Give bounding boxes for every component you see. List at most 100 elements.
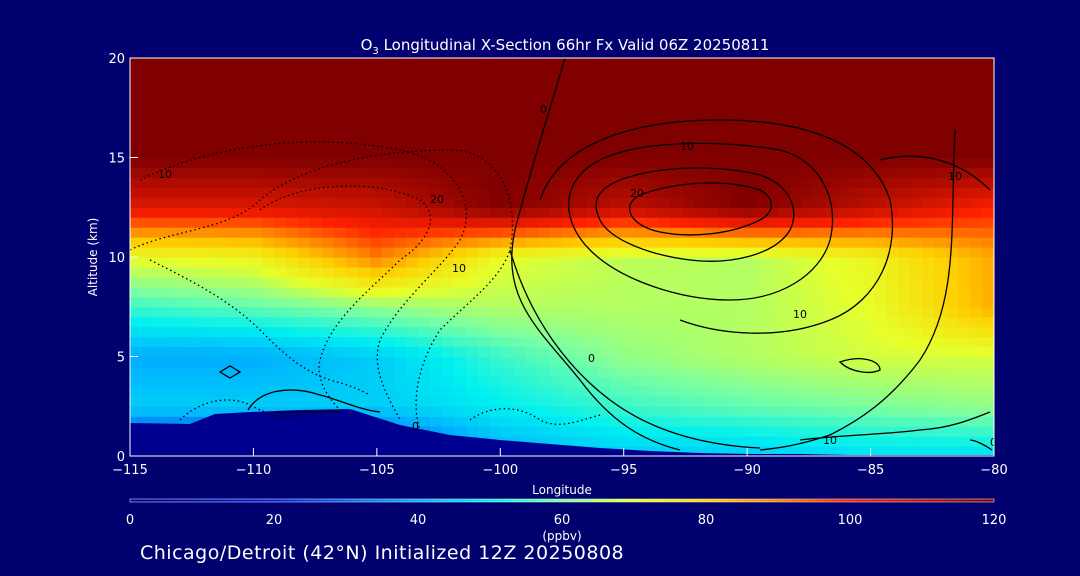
heatmap-cell (742, 197, 755, 208)
heatmap-cell (982, 227, 994, 238)
heatmap-cell (538, 326, 551, 338)
contour-solid-8 (759, 129, 956, 451)
heatmap-cell (862, 187, 875, 198)
heatmap-cell (274, 167, 287, 178)
heatmap-cell (478, 127, 491, 139)
heatmap-cell (814, 356, 827, 368)
heatmap-cell (454, 266, 467, 278)
heatmap-cell (286, 197, 299, 208)
heatmap-cell (406, 127, 419, 139)
heatmap-cell (766, 67, 779, 79)
heatmap-cell (790, 247, 803, 258)
heatmap-cell (286, 58, 299, 69)
heatmap-cell (934, 77, 947, 89)
heatmap-cell (238, 177, 251, 188)
heatmap-cell (874, 426, 887, 437)
heatmap-cell (574, 67, 587, 79)
heatmap-cell (814, 326, 827, 338)
heatmap-cell (886, 366, 899, 377)
heatmap-cell (178, 97, 191, 109)
heatmap-cell (862, 197, 875, 208)
heatmap-cell (466, 107, 479, 119)
heatmap-cell (934, 187, 947, 198)
heatmap-cell (610, 396, 623, 407)
heatmap-cell (478, 77, 491, 89)
heatmap-cell (910, 336, 923, 348)
heatmap-cell (178, 137, 191, 149)
heatmap-cell (262, 217, 275, 228)
heatmap-cell (262, 356, 275, 368)
heatmap-cell (310, 117, 323, 129)
heatmap-cell (514, 356, 527, 368)
heatmap-cell (274, 266, 287, 278)
heatmap-cell (298, 127, 311, 139)
heatmap-cell (682, 316, 695, 328)
heatmap-cell (514, 207, 527, 218)
heatmap-cell (982, 396, 994, 407)
heatmap-cell (274, 187, 287, 198)
heatmap-cell (790, 237, 803, 248)
heatmap-cell (718, 336, 731, 348)
heatmap-cell (622, 207, 635, 218)
heatmap-cell (478, 406, 491, 417)
heatmap-cell (814, 177, 827, 188)
heatmap-cell (226, 326, 239, 338)
heatmap-cell (670, 376, 683, 387)
heatmap-cell (430, 217, 443, 228)
heatmap-cell (922, 237, 935, 248)
heatmap-cell (430, 127, 443, 139)
heatmap-cell (754, 306, 767, 318)
heatmap-cell (430, 346, 443, 358)
heatmap-cell (346, 266, 359, 278)
heatmap-cell (910, 227, 923, 238)
heatmap-cell (322, 137, 335, 149)
heatmap-cell (706, 406, 719, 417)
heatmap-cell (778, 147, 791, 159)
heatmap-cell (334, 376, 347, 387)
heatmap-cell (730, 266, 743, 278)
heatmap-cell (394, 227, 407, 238)
heatmap-cell (970, 107, 983, 119)
heatmap-cell (874, 386, 887, 397)
heatmap-cell (754, 237, 767, 248)
heatmap-cell (130, 207, 143, 218)
heatmap-cell (646, 77, 659, 89)
heatmap-cell (274, 157, 287, 169)
heatmap-cell (922, 58, 935, 69)
heatmap-cell (874, 396, 887, 407)
heatmap-cell (574, 296, 587, 308)
heatmap-cell (754, 147, 767, 159)
heatmap-cell (142, 416, 155, 427)
heatmap-cell (442, 326, 455, 338)
heatmap-cell (238, 197, 251, 208)
heatmap-cell (406, 177, 419, 188)
heatmap-cell (490, 147, 503, 159)
heatmap-cell (286, 117, 299, 129)
heatmap-cell (166, 356, 179, 368)
heatmap-cell (646, 336, 659, 348)
heatmap-cell (574, 257, 587, 268)
heatmap-cell (742, 107, 755, 119)
heatmap-cell (910, 426, 923, 437)
heatmap-cell (142, 346, 155, 358)
heatmap-cell (298, 58, 311, 69)
heatmap-cell (454, 346, 467, 358)
heatmap-cell (958, 97, 971, 109)
heatmap-cell (166, 266, 179, 278)
heatmap-cell (238, 187, 251, 198)
heatmap-cell (310, 207, 323, 218)
heatmap-cell (682, 436, 695, 447)
heatmap-cell (946, 167, 959, 178)
heatmap-cell (238, 207, 251, 218)
colorbar-tick-label: 60 (554, 513, 571, 528)
heatmap-cell (718, 326, 731, 338)
heatmap-cell (226, 306, 239, 318)
heatmap-cell (430, 266, 443, 278)
heatmap-cell (598, 436, 611, 447)
heatmap-cell (946, 316, 959, 328)
heatmap-cell (514, 77, 527, 89)
heatmap-cell (622, 167, 635, 178)
heatmap-cell (610, 406, 623, 417)
heatmap-cell (802, 157, 815, 169)
heatmap-cell (502, 316, 515, 328)
